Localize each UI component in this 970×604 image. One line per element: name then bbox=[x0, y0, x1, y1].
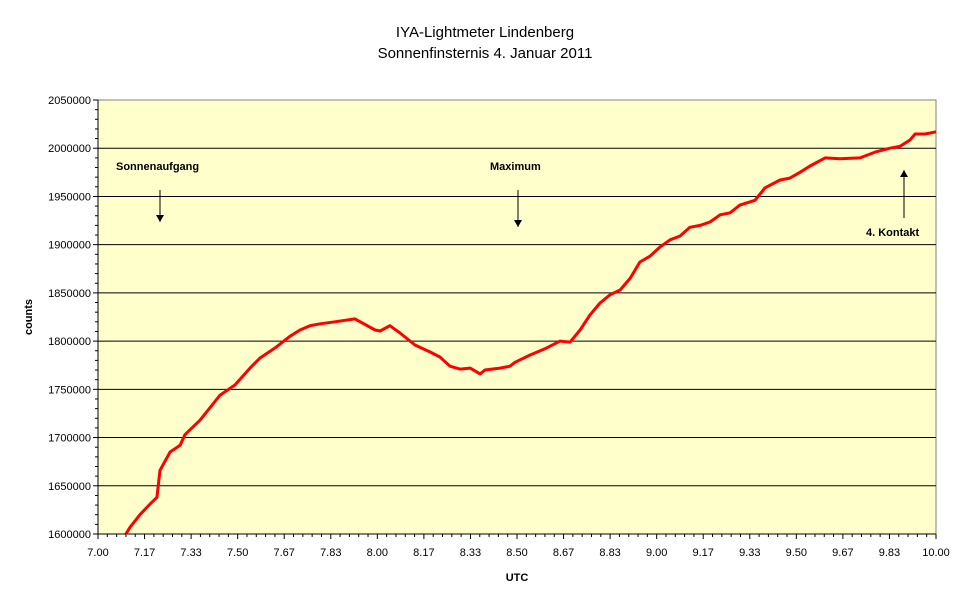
x-tick-label: 7.67 bbox=[274, 547, 295, 559]
plot-area bbox=[97, 99, 937, 535]
x-tick-label: 7.50 bbox=[227, 547, 248, 559]
x-tick-label: 9.50 bbox=[786, 547, 807, 559]
arrow-head-icon bbox=[900, 170, 908, 177]
y-axis-label: counts bbox=[23, 299, 35, 335]
x-tick-label: 8.67 bbox=[553, 547, 574, 559]
x-tick-label: 7.83 bbox=[320, 547, 341, 559]
x-tick-label: 9.33 bbox=[739, 547, 760, 559]
x-tick-label: 9.67 bbox=[832, 547, 853, 559]
y-tick-label: 1650000 bbox=[48, 481, 91, 493]
x-tick-label: 7.17 bbox=[134, 547, 155, 559]
x-tick-label: 9.83 bbox=[879, 547, 900, 559]
y-tick-label: 2000000 bbox=[48, 143, 91, 155]
x-tick-label: 9.00 bbox=[646, 547, 667, 559]
chart-title-line1: IYA-Lightmeter Lindenberg bbox=[396, 24, 574, 41]
x-tick-label: 9.17 bbox=[693, 547, 714, 559]
x-tick-label: 8.33 bbox=[460, 547, 481, 559]
annotation-label: Sonnenaufgang bbox=[116, 161, 199, 173]
x-tick-label: 10.00 bbox=[922, 547, 950, 559]
arrow-head-icon bbox=[514, 220, 522, 227]
chart-title-line2: Sonnenfinsternis 4. Januar 2011 bbox=[378, 45, 593, 62]
y-tick-label: 1950000 bbox=[48, 191, 91, 203]
y-tick-label: 1800000 bbox=[48, 336, 91, 348]
x-tick-label: 8.83 bbox=[599, 547, 620, 559]
y-tick-label: 1750000 bbox=[48, 384, 91, 396]
x-tick-label: 7.33 bbox=[180, 547, 201, 559]
x-axis-label: UTC bbox=[506, 572, 529, 584]
series-line-counts bbox=[124, 130, 937, 535]
annotation-label: Maximum bbox=[490, 161, 541, 173]
arrow-head-icon bbox=[156, 215, 164, 222]
x-tick-label: 8.17 bbox=[413, 547, 434, 559]
x-tick-label: 8.50 bbox=[506, 547, 527, 559]
y-tick-label: 1900000 bbox=[48, 240, 91, 252]
y-tick-label: 1700000 bbox=[48, 433, 91, 445]
x-tick-label: 7.00 bbox=[87, 547, 108, 559]
y-tick-label: 2050000 bbox=[48, 95, 91, 107]
annotation-label: 4. Kontakt bbox=[866, 227, 920, 239]
x-tick-label: 8.00 bbox=[367, 547, 388, 559]
y-tick-label: 1850000 bbox=[48, 288, 91, 300]
y-tick-label: 1600000 bbox=[48, 529, 91, 541]
